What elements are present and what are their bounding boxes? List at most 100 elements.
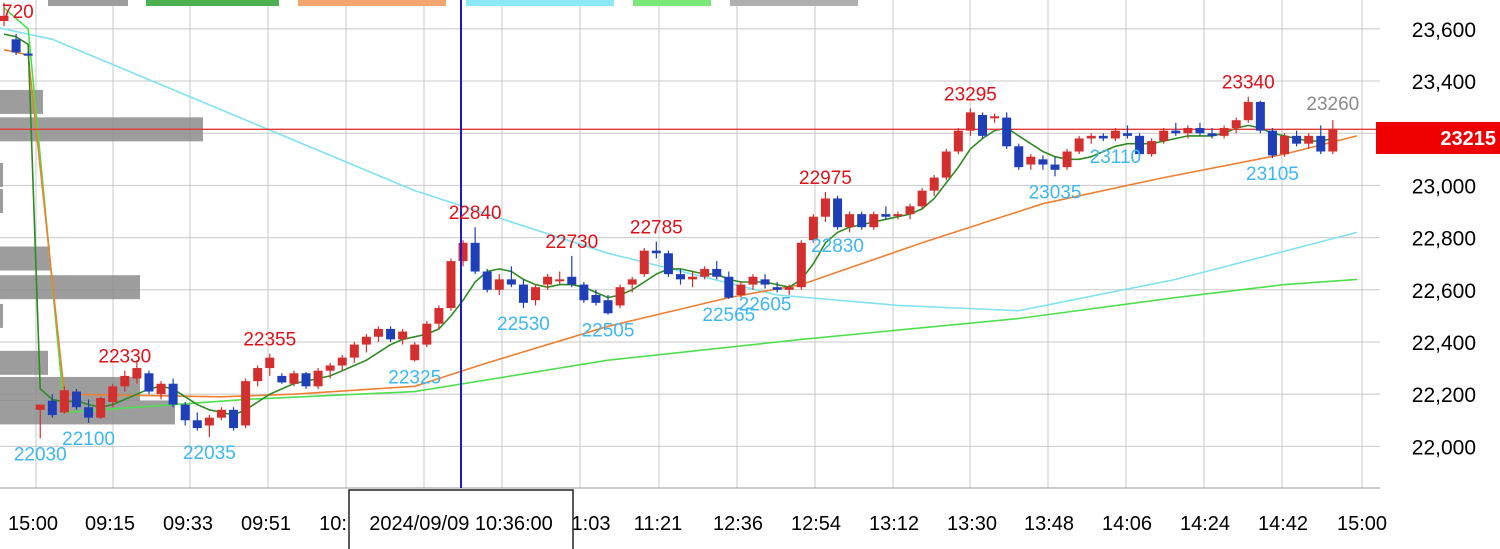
candle-body-26 (313, 370, 323, 387)
candle-body-18 (216, 409, 226, 418)
candle-68 (820, 191, 830, 222)
candle-body-22 (265, 357, 275, 369)
candle-body-54 (651, 250, 661, 254)
candle-21 (253, 365, 263, 387)
candle-body-32 (386, 328, 396, 340)
candle-body-89 (1074, 138, 1084, 152)
high-label-7: 23340 (1222, 73, 1275, 94)
candle-body-3 (35, 404, 45, 410)
candle-body-53 (639, 250, 649, 275)
candle-22 (265, 353, 275, 376)
candle-body-1 (11, 39, 21, 53)
candle-2 (23, 51, 33, 56)
candle-body-94 (1135, 135, 1145, 155)
candle-body-58 (700, 268, 710, 277)
candle-body-52 (627, 279, 637, 285)
candle-body-67 (808, 216, 818, 241)
candle-body-101 (1219, 128, 1229, 136)
x-tick-label-0: 15:00 (8, 513, 58, 535)
candle-66 (796, 240, 806, 290)
moving-averages (0, 7, 1358, 416)
candle-body-65 (784, 287, 794, 290)
candle-body-90 (1086, 135, 1096, 139)
candle-47 (567, 255, 577, 288)
candle-body-6 (71, 391, 81, 408)
candle-body-37 (446, 261, 456, 309)
candle-100 (1207, 128, 1217, 139)
candle-body-76 (917, 190, 927, 207)
candle-33 (398, 328, 408, 345)
low-label-2: 22035 (183, 443, 236, 464)
candle-body-4 (47, 400, 57, 416)
candle-84 (1014, 143, 1024, 170)
candle-body-2 (23, 53, 33, 56)
candle-92 (1110, 128, 1120, 142)
candle-71 (857, 211, 867, 230)
candle-body-72 (869, 214, 879, 228)
candle-19 (229, 407, 239, 431)
volume-profile-bar-5 (0, 275, 140, 300)
candle-26 (313, 368, 323, 389)
candle-85 (1026, 154, 1036, 170)
candle-65 (784, 284, 794, 296)
candle-9 (108, 383, 118, 408)
candle-body-70 (845, 214, 855, 228)
candle-body-57 (688, 276, 698, 280)
low-label-0: 22030 (14, 445, 67, 466)
candle-body-93 (1122, 133, 1132, 136)
last-price-label: 23215 (1440, 128, 1496, 150)
candle-body-88 (1062, 151, 1072, 168)
candle-body-97 (1171, 130, 1181, 134)
candle-body-31 (373, 328, 383, 337)
price-annotations: 22330 22355 22840 22730 22785 22975 23295 23340… (14, 73, 1359, 466)
candle-94 (1135, 133, 1145, 157)
candle-23 (277, 373, 287, 384)
candle-body-85 (1026, 156, 1036, 165)
candle-87 (1050, 156, 1060, 177)
volume-profile-bar-8 (0, 376, 140, 401)
candle-body-43 (518, 284, 528, 303)
candle-59 (712, 261, 722, 280)
candle-body-39 (470, 242, 480, 272)
candle-body-105 (1267, 130, 1277, 156)
candle-body-95 (1147, 141, 1157, 155)
candle-body-48 (579, 284, 589, 301)
x-tick-label-13: 14:24 (1180, 513, 1230, 535)
candle-body-77 (929, 177, 939, 191)
y-tick-label-2: 22,400 (1412, 332, 1476, 355)
candle-7 (84, 399, 94, 423)
ma-lime-line (3, 7, 1358, 414)
cursor-time-box: 2024/09/09 10:36:00 (348, 489, 574, 549)
candle-89 (1074, 135, 1084, 155)
x-tick-label-6: 11:21 (634, 513, 683, 535)
candle-body-74 (893, 214, 903, 217)
candle-body-8 (96, 398, 106, 418)
candle-body-14 (168, 383, 178, 405)
candle-34 (410, 341, 420, 362)
candle-75 (905, 203, 915, 220)
candle-body-21 (253, 368, 263, 382)
candle-95 (1147, 138, 1157, 157)
candle-body-102 (1231, 120, 1241, 129)
candle-103 (1243, 96, 1253, 123)
candle-body-75 (905, 206, 915, 215)
high-label-0: 22330 (98, 347, 151, 368)
candle-81 (978, 112, 988, 139)
candle-body-5 (59, 390, 69, 413)
candle-53 (639, 248, 649, 277)
candle-body-38 (458, 242, 468, 262)
candle-14 (168, 378, 178, 408)
x-tick-label-3: 09:51 (241, 513, 291, 535)
candle-body-34 (410, 344, 420, 361)
low-label-11: 23105 (1246, 164, 1299, 185)
candle-41 (494, 274, 504, 296)
legend-swatch-1 (146, 0, 279, 6)
candle-body-69 (833, 198, 843, 228)
candle-body-106 (1280, 135, 1290, 155)
x-tick-label-8: 12:54 (791, 513, 841, 535)
candle-83 (1002, 112, 1012, 149)
candle-31 (373, 326, 383, 342)
candle-body-86 (1038, 159, 1048, 165)
candle-8 (96, 396, 106, 419)
